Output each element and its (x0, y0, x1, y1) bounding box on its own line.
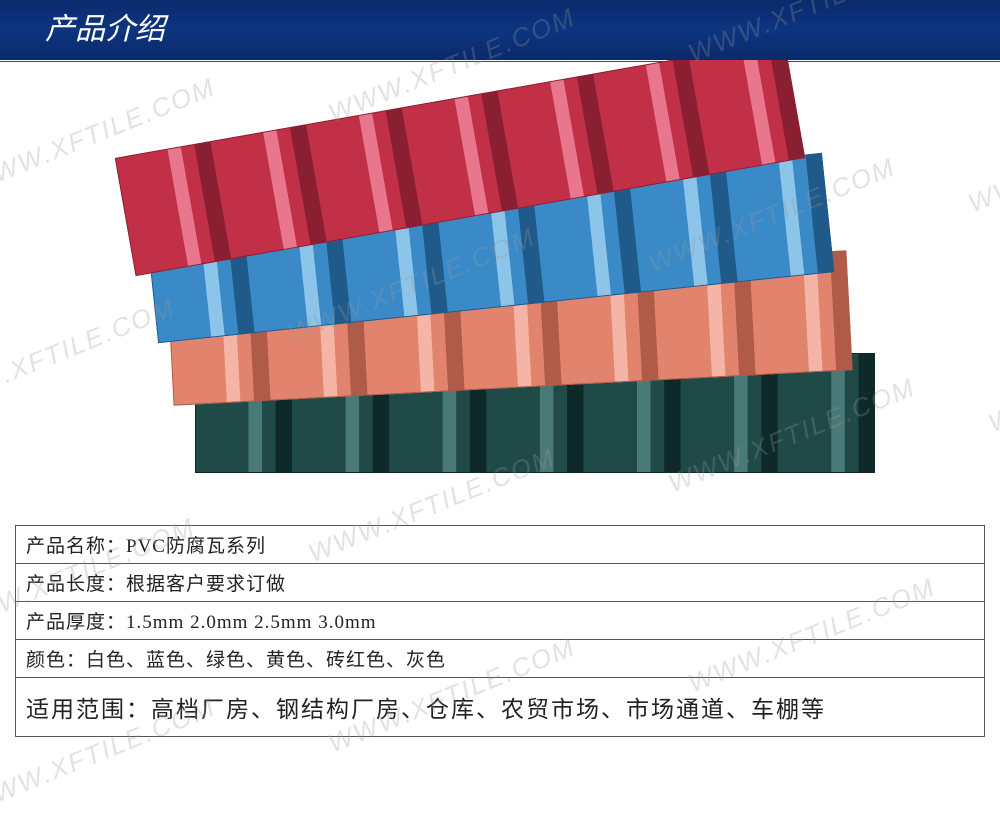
header-bar: 产品介绍 (0, 0, 1000, 60)
info-value: 白色、蓝色、绿色、黄色、砖红色、灰色 (86, 650, 446, 671)
info-row: 产品厚度：1.5mm 2.0mm 2.5mm 3.0mm (16, 602, 984, 640)
product-image-area (0, 60, 1000, 525)
info-value: PVC防腐瓦系列 (126, 536, 266, 557)
info-label: 产品厚度： (26, 612, 126, 633)
info-label: 产品长度： (26, 574, 126, 595)
page-title: 产品介绍 (0, 0, 1000, 60)
info-value: 根据客户要求订做 (126, 574, 286, 595)
info-row: 产品长度：根据客户要求订做 (16, 564, 984, 602)
info-label: 颜色： (26, 650, 86, 671)
info-value: 1.5mm 2.0mm 2.5mm 3.0mm (126, 612, 376, 633)
info-label: 适用范围： (26, 697, 151, 722)
info-row: 颜色：白色、蓝色、绿色、黄色、砖红色、灰色 (16, 640, 984, 678)
info-label: 产品名称： (26, 536, 126, 557)
info-row: 产品名称：PVC防腐瓦系列 (16, 526, 984, 564)
product-info-table: 产品名称：PVC防腐瓦系列产品长度：根据客户要求订做产品厚度：1.5mm 2.0… (15, 525, 985, 737)
info-value: 高档厂房、钢结构厂房、仓库、农贸市场、市场通道、车棚等 (151, 697, 826, 722)
info-row: 适用范围：高档厂房、钢结构厂房、仓库、农贸市场、市场通道、车棚等 (16, 678, 984, 736)
